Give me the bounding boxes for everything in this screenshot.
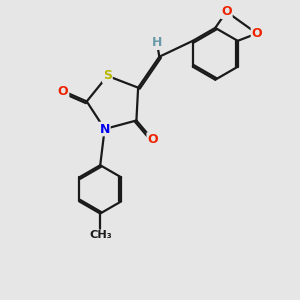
Text: H: H (152, 36, 162, 49)
Text: O: O (58, 85, 68, 98)
Text: N: N (100, 122, 110, 136)
Text: O: O (251, 27, 262, 40)
Text: O: O (147, 133, 158, 146)
Text: O: O (221, 5, 232, 18)
Text: CH₃: CH₃ (89, 230, 112, 240)
Text: S: S (103, 69, 112, 82)
